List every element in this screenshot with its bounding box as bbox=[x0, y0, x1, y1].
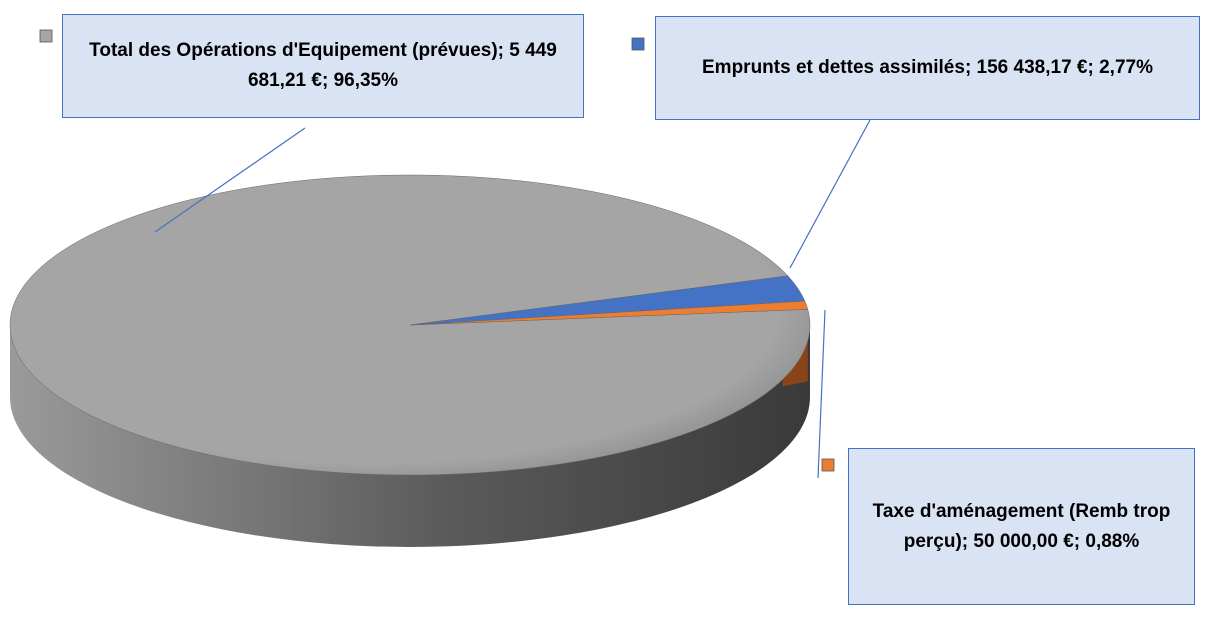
data-label: Emprunts et dettes assimilés; 156 438,17… bbox=[655, 16, 1200, 120]
data-label: Total des Opérations d'Equipement (prévu… bbox=[62, 14, 584, 118]
data-label: Taxe d'aménagement (Remb trop perçu); 50… bbox=[848, 448, 1195, 605]
label-part: 50 000,00 € bbox=[973, 530, 1074, 552]
label-part: Emprunts et dettes assimilés bbox=[702, 57, 965, 78]
label-part: 5 449 681,21 € bbox=[247, 40, 557, 91]
label-part: ; bbox=[964, 57, 977, 78]
leader-line bbox=[154, 127, 306, 233]
pie-slice bbox=[409, 300, 809, 326]
data-label-text: Emprunts et dettes assimilés; 156 438,17… bbox=[702, 53, 1153, 83]
leader-line bbox=[789, 119, 871, 269]
label-part: Taxe d'aménagement (Remb trop perçu) bbox=[872, 500, 1171, 552]
data-label-text: Taxe d'aménagement (Remb trop perçu); 50… bbox=[861, 497, 1182, 557]
label-part: 0,88% bbox=[1085, 530, 1140, 552]
pie-slice bbox=[9, 174, 811, 476]
label-part: ; bbox=[497, 40, 510, 61]
label-part: Total des Opérations d'Equipement (prévu… bbox=[89, 40, 498, 61]
data-label-text: Total des Opérations d'Equipement (prévu… bbox=[75, 36, 571, 96]
legend-key bbox=[631, 37, 645, 51]
legend-key bbox=[39, 29, 53, 43]
label-part: 96,35% bbox=[333, 70, 399, 91]
label-part: ; bbox=[321, 70, 334, 91]
legend-key bbox=[821, 458, 835, 472]
label-part: ; bbox=[961, 530, 974, 552]
label-part: ; bbox=[1087, 57, 1100, 78]
label-part: ; bbox=[1073, 530, 1086, 552]
label-part: 2,77% bbox=[1099, 57, 1153, 78]
label-part: 156 438,17 € bbox=[976, 57, 1088, 78]
pie-side bbox=[10, 325, 810, 547]
leader-line bbox=[817, 309, 826, 479]
